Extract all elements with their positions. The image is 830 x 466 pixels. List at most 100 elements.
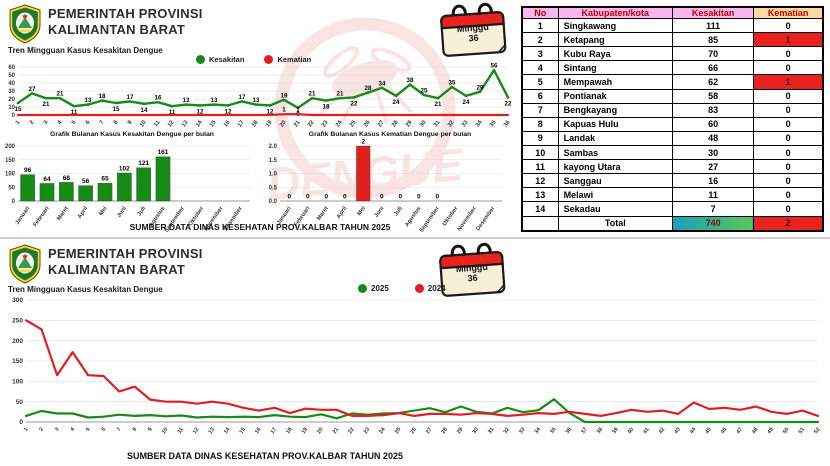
svg-text:100: 100 xyxy=(12,379,23,386)
cell-kematian: 1 xyxy=(753,74,824,90)
svg-text:Januari: Januari xyxy=(15,205,32,226)
svg-text:100: 100 xyxy=(5,172,16,178)
brand-title: PEMERINTAH PROVINSI KALIMANTAN BARAT xyxy=(48,6,203,38)
legend-item-kesakitan: Kesakitan xyxy=(196,55,244,64)
cell-kabupaten: Sintang xyxy=(557,60,673,76)
svg-text:13: 13 xyxy=(211,97,218,104)
svg-text:50: 50 xyxy=(8,73,15,79)
svg-text:36: 36 xyxy=(503,119,512,128)
cell-kesakitan: 62 xyxy=(671,74,755,90)
svg-text:30: 30 xyxy=(419,120,428,129)
top-section: DENGUE PEMERINTAH PROVINSI KALIMANTAN BA… xyxy=(0,2,824,238)
svg-text:1: 1 xyxy=(23,427,30,433)
svg-text:96: 96 xyxy=(24,167,32,174)
cell-kematian: 0 xyxy=(753,17,824,34)
svg-text:102: 102 xyxy=(119,165,130,172)
svg-text:44: 44 xyxy=(689,426,698,435)
svg-text:56: 56 xyxy=(491,63,498,70)
svg-text:April: April xyxy=(77,205,90,220)
table-row: 10 Sambas 30 0 xyxy=(521,144,824,161)
svg-text:41: 41 xyxy=(642,427,650,435)
svg-text:Mei: Mei xyxy=(98,205,109,217)
table-row: 14 Sekadau 7 0 xyxy=(521,201,824,217)
cell-kesakitan: 11 xyxy=(671,187,755,203)
table-row: 11 kayong Utara 27 0 xyxy=(521,159,824,175)
cell-kematian: 0 xyxy=(753,187,824,203)
yearly-comparison-chart: 0 50 100 150 200 250 300 1 2 3 4 5 6 7 8 9 10 11 12 13 14 15 1… xyxy=(0,294,828,451)
svg-text:11: 11 xyxy=(71,109,78,116)
svg-text:18: 18 xyxy=(251,119,260,128)
table-row: 5 Mempawah 62 1 xyxy=(521,74,824,90)
svg-text:2: 2 xyxy=(29,120,36,126)
cell-kabupaten: Bengkayang xyxy=(557,102,673,118)
cell-kematian: 0 xyxy=(753,116,824,132)
svg-text:10: 10 xyxy=(8,105,15,111)
svg-text:Juli: Juli xyxy=(137,205,148,217)
cell-kabupaten: kayong Utara xyxy=(557,159,673,175)
svg-text:40: 40 xyxy=(8,81,15,87)
svg-text:13: 13 xyxy=(85,97,92,104)
svg-text:1: 1 xyxy=(296,107,300,114)
svg-text:45: 45 xyxy=(705,427,713,435)
cell-no: 11 xyxy=(521,159,559,175)
svg-text:12: 12 xyxy=(267,108,274,115)
svg-text:0: 0 xyxy=(398,194,402,201)
svg-text:0: 0 xyxy=(12,113,16,119)
svg-text:24: 24 xyxy=(463,99,470,106)
svg-text:Juli: Juli xyxy=(393,205,404,217)
svg-text:48: 48 xyxy=(751,427,759,435)
cell-kesakitan: 30 xyxy=(671,144,755,161)
cell-no: 3 xyxy=(521,46,559,62)
cell-kesakitan: 70 xyxy=(671,46,755,62)
cell-kematian: 1 xyxy=(753,32,824,48)
calendar-week-label: Minggu 36 xyxy=(442,261,503,286)
svg-text:13: 13 xyxy=(183,97,190,104)
svg-text:17: 17 xyxy=(127,94,134,101)
table-row: 4 Sintang 66 0 xyxy=(521,60,824,76)
cell-kematian: 0 xyxy=(753,88,824,104)
weekly-trend-chart: 0 10 20 30 40 50 60 1 2 3 4 5 6 7 8 9 10 11 12 13 14 15 16 17 18… xyxy=(0,62,516,145)
cell-no: 9 xyxy=(521,130,559,146)
svg-text:8: 8 xyxy=(113,119,120,126)
table-row: 9 Landak 48 0 xyxy=(521,130,824,146)
svg-text:24: 24 xyxy=(378,426,387,435)
svg-text:28: 28 xyxy=(365,85,372,92)
svg-text:0.5: 0.5 xyxy=(269,185,278,191)
svg-text:50: 50 xyxy=(16,399,24,406)
svg-text:42: 42 xyxy=(658,427,666,435)
cell-no: 12 xyxy=(521,173,559,189)
source-text: SUMBER DATA DINAS KESEHATAN PROV.KALBAR … xyxy=(126,451,404,461)
svg-text:0: 0 xyxy=(324,194,328,201)
cell-kabupaten: Ketapang xyxy=(557,32,673,48)
table-header: No Kabupaten/kota Kesakitan Kematian xyxy=(521,6,824,19)
cell-kabupaten: Sanggau xyxy=(557,173,673,189)
legend-item-kematian: Kematian xyxy=(264,55,311,64)
table-row: 12 Sanggau 16 0 xyxy=(521,173,824,189)
svg-text:51: 51 xyxy=(798,427,806,435)
table-row: 1 Singkawang 111 0 xyxy=(521,17,824,34)
cell-kabupaten: Melawi xyxy=(557,187,673,203)
year-2025-dot-icon xyxy=(358,284,367,293)
cell-total-label: Total xyxy=(557,215,673,232)
svg-text:121: 121 xyxy=(138,160,149,167)
svg-text:24: 24 xyxy=(393,99,400,106)
table-row: 6 Pontianak 58 0 xyxy=(521,88,824,104)
svg-text:34: 34 xyxy=(379,80,386,87)
svg-text:30: 30 xyxy=(8,89,15,95)
svg-text:10: 10 xyxy=(161,427,169,435)
svg-text:1: 1 xyxy=(15,119,22,126)
svg-text:36: 36 xyxy=(565,427,573,435)
svg-text:10: 10 xyxy=(139,120,148,129)
svg-text:65: 65 xyxy=(101,176,109,183)
svg-text:16: 16 xyxy=(254,427,262,435)
svg-text:31: 31 xyxy=(433,119,442,128)
svg-text:15: 15 xyxy=(15,106,22,113)
monthly-kesakitan-chart: 0 50 100 150 200 Januari Februari Maret April Mei… xyxy=(0,139,256,238)
cell-no: 2 xyxy=(521,32,559,48)
table-body: 1 Singkawang 111 0 2 Ketapang 85 1 3 Kubu Raya 70 0… xyxy=(521,17,824,232)
svg-text:Maret: Maret xyxy=(56,206,70,222)
cell-kematian: 0 xyxy=(753,159,824,175)
svg-text:20: 20 xyxy=(316,427,324,435)
legend-label: Kematian xyxy=(277,55,312,64)
